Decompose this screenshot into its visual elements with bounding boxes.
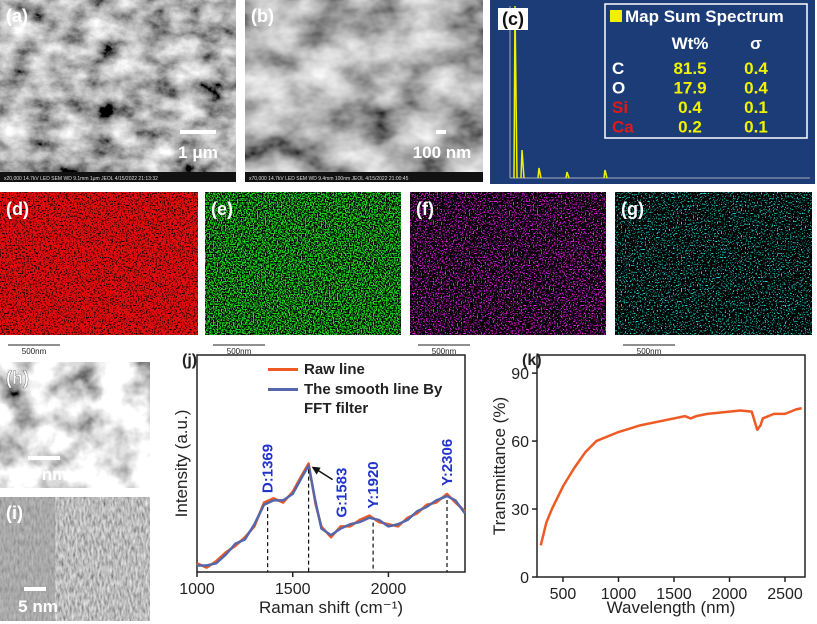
x-tick-label: 2500 (767, 586, 803, 603)
eds-element: O (612, 79, 625, 98)
y-axis-label: Intensity (a.u.) (172, 410, 191, 518)
hrtem-edge (0, 497, 55, 621)
series-line (197, 464, 467, 567)
tem-image (0, 362, 150, 488)
eds-element: C (612, 59, 624, 78)
panel-label: (j) (182, 352, 197, 369)
scale-bar-label: 1 μm (178, 143, 218, 162)
panel-label: (c) (502, 9, 524, 29)
panel-label: (a) (6, 6, 28, 26)
sem-image (0, 0, 236, 182)
map-signal (205, 192, 401, 335)
eds-wt: 81.5 (673, 59, 706, 78)
peak-label: Y:1920 (365, 461, 382, 508)
eds-sigma: 0.4 (744, 79, 768, 98)
map-signal (0, 192, 198, 335)
scale-bar-label: 500nm (22, 347, 47, 356)
legend-entry: The smooth line By FFT filter (268, 380, 468, 418)
eds-rows: C 81.5 0.4O 17.9 0.4Si 0.4 0.1Ca 0.2 0.1 (612, 59, 768, 137)
y-tick-label: 0 (520, 570, 529, 587)
scale-bar-label: 5 nm (18, 597, 58, 616)
peak-label: Y:2306 (439, 439, 456, 486)
eds-legend-swatch (610, 10, 622, 22)
x-tick-label: 1000 (179, 581, 215, 598)
sem-footer-bg (245, 172, 483, 182)
legend-swatch (268, 388, 298, 391)
sem-footer: x20,000 14.7kV LED SEM WD 9.1mm 1μm JEOL… (4, 176, 158, 182)
eds-spectrum (513, 5, 608, 179)
y-tick-label: 90 (511, 366, 529, 383)
label-bg (498, 8, 528, 30)
legend: Raw line The smooth line By FFT filter (268, 360, 468, 419)
scale-bar-label: 500nm (637, 347, 662, 356)
eds-title: Map Sum Spectrum (625, 7, 784, 26)
x-tick-label: 1000 (601, 586, 637, 603)
eds-table-frame (604, 3, 808, 139)
legend-label: Raw line (304, 361, 365, 378)
eds-panel (490, 0, 815, 184)
x-tick-label: 2000 (371, 581, 407, 598)
scale-bar-label: 100 nm (413, 143, 472, 162)
peak-label: G:1583 (334, 468, 351, 518)
legend-entry: Raw line (268, 360, 468, 379)
panel-label: (g) (621, 199, 644, 219)
eds-sigma: 0.4 (744, 59, 768, 78)
x-axis-label: Wavelength (nm) (607, 598, 736, 617)
y-tick-label: 60 (511, 434, 529, 451)
series-line (539, 407, 802, 546)
sem-footer-bg (0, 172, 236, 182)
maps: (d) 500nm (e) 500nm (f) 500nm (g) 500nm (0, 192, 812, 356)
panel-label: (b) (251, 6, 274, 26)
legend-label: The smooth line By FFT filter (304, 381, 443, 417)
x-tick-label: 500 (550, 586, 577, 603)
panel-label: (e) (211, 199, 233, 219)
sem-footer: x70,000 14.7kV LED SEM WD 9.4mm 100nm JE… (249, 176, 409, 182)
sem-image (245, 0, 483, 182)
x-axis-label: Raman shift (cm⁻¹) (259, 598, 403, 617)
panel-label: (d) (6, 199, 29, 219)
peak-label: D:1369 (260, 444, 277, 493)
panel-label: (i) (6, 503, 23, 523)
scale-bar-label: 500nm (432, 347, 457, 356)
x-tick-label: 1500 (275, 581, 311, 598)
eds-wt: 0.2 (678, 118, 702, 137)
y-tick-label: 30 (511, 502, 529, 519)
plot-frame (196, 354, 466, 573)
y-axis-label: Transmittance (%) (490, 397, 509, 535)
eds-element: Si (612, 98, 628, 117)
eds-wt: 17.9 (673, 79, 706, 98)
eds-sigma: 0.1 (744, 118, 768, 137)
panel-label: (k) (522, 352, 542, 369)
legend-swatch (268, 368, 298, 371)
eds-header: Wt% (672, 34, 709, 53)
eds-element: Ca (612, 118, 634, 137)
panel-label: (f) (416, 199, 434, 219)
eds-wt: 0.4 (678, 98, 702, 117)
arrow-head (311, 466, 321, 475)
scale-bar-label: 200 nm (9, 465, 68, 484)
panel-label: (h) (6, 368, 29, 388)
eds-sigma: 0.1 (744, 98, 768, 117)
scale-bar-label: 500nm (227, 347, 252, 356)
eds-header: σ (750, 34, 762, 53)
plot-frame (536, 354, 806, 578)
map-signal (410, 192, 606, 335)
map-signal (615, 192, 812, 335)
x-tick-label: 2000 (712, 586, 748, 603)
x-tick-label: 1500 (656, 586, 692, 603)
